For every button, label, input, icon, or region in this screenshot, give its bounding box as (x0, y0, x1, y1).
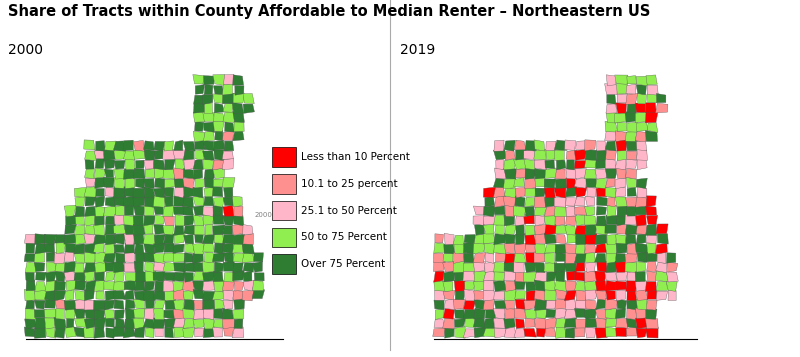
Text: 10.1 to 25 percent: 10.1 to 25 percent (301, 179, 398, 189)
Text: Share of Tracts within County Affordable to Median Renter – Northeastern US: Share of Tracts within County Affordable… (8, 4, 650, 19)
Text: Over 75 Percent: Over 75 Percent (301, 259, 385, 269)
Text: 2019: 2019 (400, 43, 435, 57)
Text: Less than 10 Percent: Less than 10 Percent (301, 152, 410, 162)
Text: 25.1 to 50 Percent: 25.1 to 50 Percent (301, 206, 397, 216)
Text: 2000: 2000 (8, 43, 43, 57)
Text: 50 to 75 Percent: 50 to 75 Percent (301, 232, 386, 242)
Text: 2000: 2000 (254, 212, 272, 218)
